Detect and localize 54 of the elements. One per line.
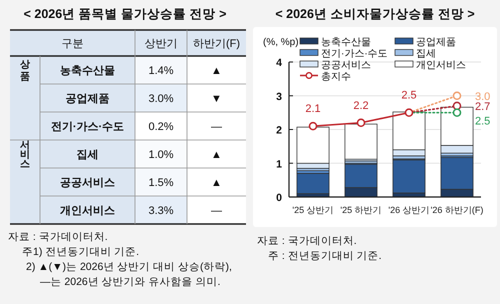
legend-label: 총지수 — [321, 72, 351, 82]
data-label: 2.1 — [305, 103, 321, 116]
y2-tick-label: 서비스 — [20, 140, 30, 170]
chart-title: < 2026년 소비자물가상승률 전망 > — [275, 7, 475, 21]
y-tick-label: 농축수산물 — [60, 65, 115, 77]
data-label: 3.0 — [475, 90, 490, 103]
text: ▲ — [211, 65, 222, 77]
x-tick-label: 상반기 — [144, 38, 178, 50]
data-label: 0.2% — [148, 121, 174, 133]
y-axis-title: (%, %p) — [263, 37, 299, 48]
data-label: 2.2 — [353, 100, 369, 112]
data-label: 1.4% — [148, 65, 174, 77]
y-tick-label: 공공서비스 — [60, 177, 115, 189]
y-tick-label: 4 — [276, 57, 282, 69]
x-tick-label: 하반기(F) — [192, 38, 240, 50]
y-tick-label: 0 — [276, 192, 282, 204]
y-tick-label: 2 — [276, 124, 282, 136]
text: ▲ — [211, 149, 222, 161]
data-label: 3.3% — [148, 205, 174, 217]
x-tick-label: '25 상반기 — [292, 205, 334, 215]
text: 2) ▲(▼)는 2026년 상반기 대비 상승(하락), — [26, 261, 232, 273]
x-tick-label: '26 하반기(F) — [430, 205, 484, 215]
text: ▲ — [211, 177, 222, 189]
data-label: 2.5 — [401, 90, 417, 102]
text: 자료 : 국가데이터처. — [257, 235, 357, 247]
x-tick-label: '26 상반기 — [388, 205, 430, 215]
legend-label: 개인서비스 — [416, 60, 466, 71]
text: — — [211, 205, 222, 217]
text: 자료 : 국가데이터처. — [8, 231, 108, 243]
chart-title: < 2026년 품목별 물가상승률 전망 > — [24, 7, 226, 21]
y-tick-label: 3 — [276, 90, 282, 103]
data-label: 2.7 — [475, 100, 490, 113]
y-tick-label: 개인서비스 — [60, 205, 115, 217]
data-label: 2.5 — [475, 116, 490, 128]
legend-label: 전기·가스·수도 — [321, 48, 388, 60]
data-label: 1.5% — [148, 177, 174, 189]
y-tick-label: 공업제품 — [66, 93, 110, 105]
y-tick-label: 1 — [276, 158, 282, 170]
y-axis-title: 구분 — [62, 38, 84, 50]
data-label: 3.0% — [148, 93, 174, 105]
text: — — [211, 121, 222, 133]
x-tick-label: '25 하반기 — [340, 205, 382, 215]
y-tick-label: 집세 — [76, 149, 98, 161]
legend-label: 집세 — [416, 48, 436, 60]
text: —는 2026년 상반기와 유사함을 의미. — [40, 276, 220, 288]
y-tick-label: 전기·가스·수도 — [50, 121, 124, 133]
text: ▼ — [211, 93, 222, 105]
legend-label: 공업제품 — [416, 37, 456, 48]
legend-label: 공공서비스 — [321, 60, 371, 71]
data-label: 1.0% — [148, 149, 174, 161]
legend-label: 농축수산물 — [321, 37, 371, 48]
text: 주1) 전년동기대비 기준. — [22, 246, 140, 258]
text: 주 : 전년동기대비 기준. — [268, 250, 382, 262]
y2-tick-label: 상품 — [20, 60, 30, 82]
